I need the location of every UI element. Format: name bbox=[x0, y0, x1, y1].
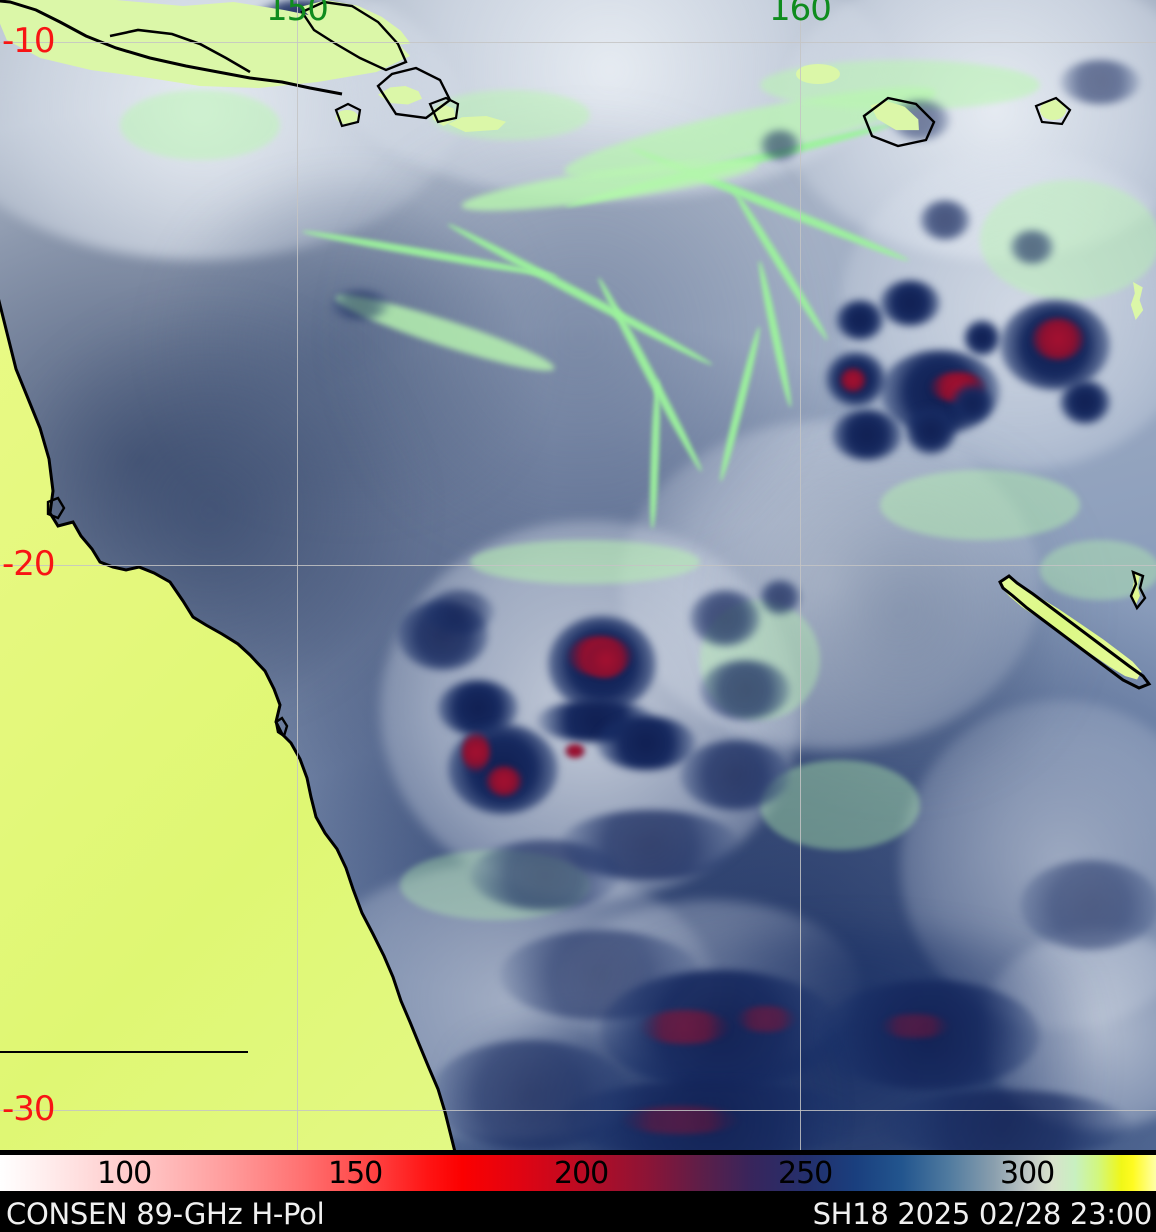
gridline-lon-150 bbox=[297, 0, 298, 1150]
storm-label: SH18 2025 02/28 23:00 bbox=[812, 1197, 1153, 1231]
colorbar-tick-100: 100 bbox=[97, 1156, 152, 1191]
map-canvas[interactable]: -10 -20 -30 150 160 bbox=[0, 0, 1156, 1150]
graticule-label-layer: -10 -20 -30 150 160 bbox=[2, 0, 832, 1129]
lon-label-150: 150 bbox=[266, 0, 329, 29]
new-caledonia-coastline bbox=[998, 574, 1152, 690]
colorbar-tick-250: 250 bbox=[778, 1156, 833, 1191]
gridline-lat-minus30 bbox=[0, 1110, 1156, 1111]
vanuatu-outlines bbox=[862, 96, 1072, 148]
solomon-island-3 bbox=[336, 110, 358, 124]
colorbar[interactable]: 100 150 200 250 300 bbox=[0, 1155, 1156, 1195]
vanuatu-island-small bbox=[1040, 100, 1066, 120]
island-small-a bbox=[448, 116, 506, 132]
lat-label-minus20: -20 bbox=[2, 544, 56, 584]
land-layer bbox=[0, 0, 1152, 1150]
loyalty-island bbox=[1131, 572, 1140, 606]
gridline-lon-160 bbox=[800, 0, 801, 1150]
lon-label-160: 160 bbox=[769, 0, 832, 29]
island-small-b bbox=[796, 64, 840, 84]
graticule-layer bbox=[0, 0, 1156, 1150]
product-label: CONSEN 89-GHz H-Pol bbox=[6, 1197, 325, 1231]
gridline-lat-minus20 bbox=[0, 565, 1156, 566]
colorbar-tick-300: 300 bbox=[1000, 1156, 1055, 1191]
scattering-filament-layer bbox=[120, 40, 1156, 920]
colorbar-tick-150: 150 bbox=[328, 1156, 383, 1191]
solomon-island-1 bbox=[378, 86, 422, 105]
footer-bar: CONSEN 89-GHz H-Pol SH18 2025 02/28 23:0… bbox=[0, 1195, 1156, 1232]
australia-coastline bbox=[0, 298, 457, 1150]
loyalty-island-coastline bbox=[1129, 570, 1147, 611]
new-guinea-coastline bbox=[0, 0, 343, 96]
island-outlines bbox=[300, 0, 460, 128]
colorbar-gradient bbox=[0, 1155, 1156, 1191]
lat-label-minus10: -10 bbox=[2, 21, 56, 61]
lat-label-minus30: -30 bbox=[2, 1089, 56, 1129]
colorbar-tick-200: 200 bbox=[554, 1156, 609, 1191]
gridline-lat-minus10 bbox=[0, 42, 1156, 43]
